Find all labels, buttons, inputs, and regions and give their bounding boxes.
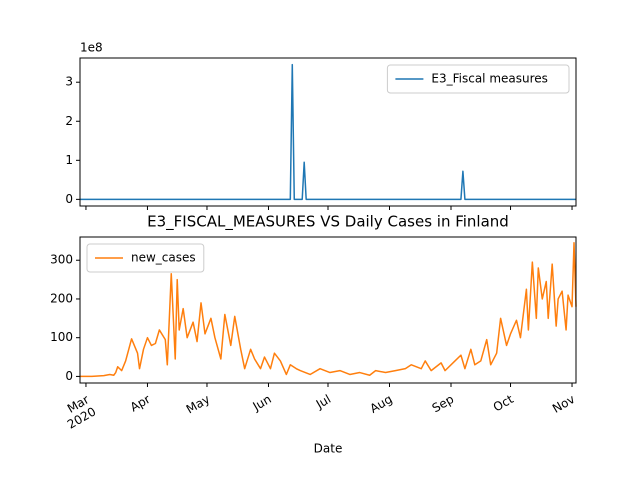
y-tick-label: 200 [50,291,73,305]
y-tick-label: 0 [65,192,73,206]
y-tick-label: 1 [65,153,73,167]
axes-frame [79,236,577,384]
y-tick-label: 300 [50,253,73,267]
x-axis-label: Date [314,442,343,456]
legend-label: E3_Fiscal measures [431,72,548,86]
series-line [80,242,577,378]
x-tick-label: Jul [313,392,333,412]
y-tick-label: 2 [65,114,73,128]
legend-label: new_cases [131,251,196,265]
y-tick-label: 100 [50,330,73,344]
chart-title: E3_FISCAL_MEASURES VS Daily Cases in Fin… [147,213,509,232]
y-offset-label: 1e8 [80,41,103,55]
series-line [80,63,576,201]
y-tick-label: 0 [65,369,73,383]
legend-box [386,64,570,94]
legend-box [86,243,205,273]
axes-frame [79,57,577,207]
y-tick-label: 3 [65,75,73,89]
